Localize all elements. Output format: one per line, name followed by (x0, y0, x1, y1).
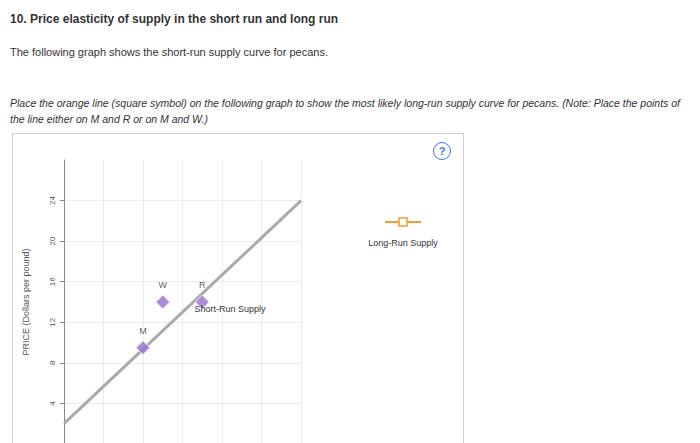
svg-text:M: M (139, 326, 147, 336)
svg-text:R: R (199, 280, 206, 290)
html-text:Place the orange line (square: Place the orange line (square symbol) on… (10, 97, 680, 125)
svg-text:4: 4 (48, 401, 57, 406)
svg-text:24: 24 (48, 196, 57, 205)
html-text:The following graph shows the: The following graph shows the short-run … (10, 46, 328, 58)
svg-text:16: 16 (48, 277, 57, 286)
html-text:10. Price elasticity of supply: 10. Price elasticity of supply in the sh… (10, 12, 339, 26)
svg-text:20: 20 (48, 236, 57, 245)
svg-text:Short-Run Supply: Short-Run Supply (195, 304, 267, 314)
svg-text:12: 12 (48, 317, 57, 326)
svg-text:8: 8 (48, 360, 57, 365)
svg-text:PRICE (Dollars per pound): PRICE (Dollars per pound) (21, 248, 31, 355)
svg-text:W: W (159, 280, 168, 290)
html-text:Long-Run Supply: Long-Run Supply (368, 238, 438, 248)
